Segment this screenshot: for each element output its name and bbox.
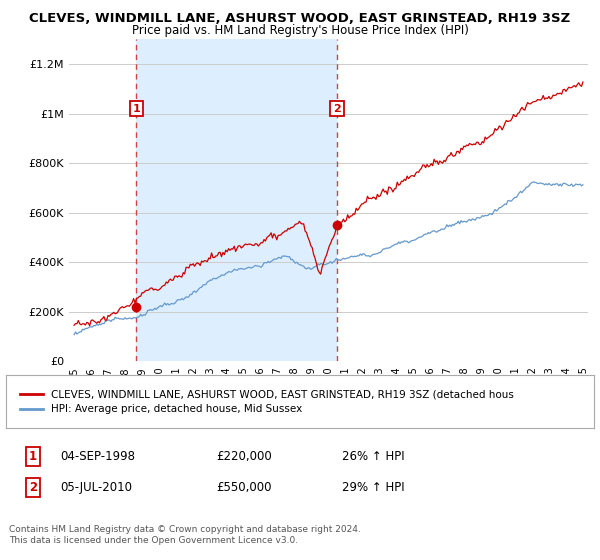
Text: 04-SEP-1998: 04-SEP-1998 [60,450,135,463]
Text: 05-JUL-2010: 05-JUL-2010 [60,480,132,494]
Text: 26% ↑ HPI: 26% ↑ HPI [342,450,404,463]
Legend: CLEVES, WINDMILL LANE, ASHURST WOOD, EAST GRINSTEAD, RH19 3SZ (detached hous, HP: CLEVES, WINDMILL LANE, ASHURST WOOD, EAS… [17,386,517,418]
Text: Price paid vs. HM Land Registry's House Price Index (HPI): Price paid vs. HM Land Registry's House … [131,24,469,36]
Bar [136,39,337,361]
Text: 2: 2 [333,104,341,114]
Text: 29% ↑ HPI: 29% ↑ HPI [342,480,404,494]
Text: £550,000: £550,000 [216,480,271,494]
Text: 2: 2 [29,480,37,494]
Text: £220,000: £220,000 [216,450,272,463]
Text: CLEVES, WINDMILL LANE, ASHURST WOOD, EAST GRINSTEAD, RH19 3SZ: CLEVES, WINDMILL LANE, ASHURST WOOD, EAS… [29,12,571,25]
Text: 1: 1 [133,104,140,114]
Text: Contains HM Land Registry data © Crown copyright and database right 2024.
This d: Contains HM Land Registry data © Crown c… [9,525,361,545]
Text: 1: 1 [29,450,37,463]
